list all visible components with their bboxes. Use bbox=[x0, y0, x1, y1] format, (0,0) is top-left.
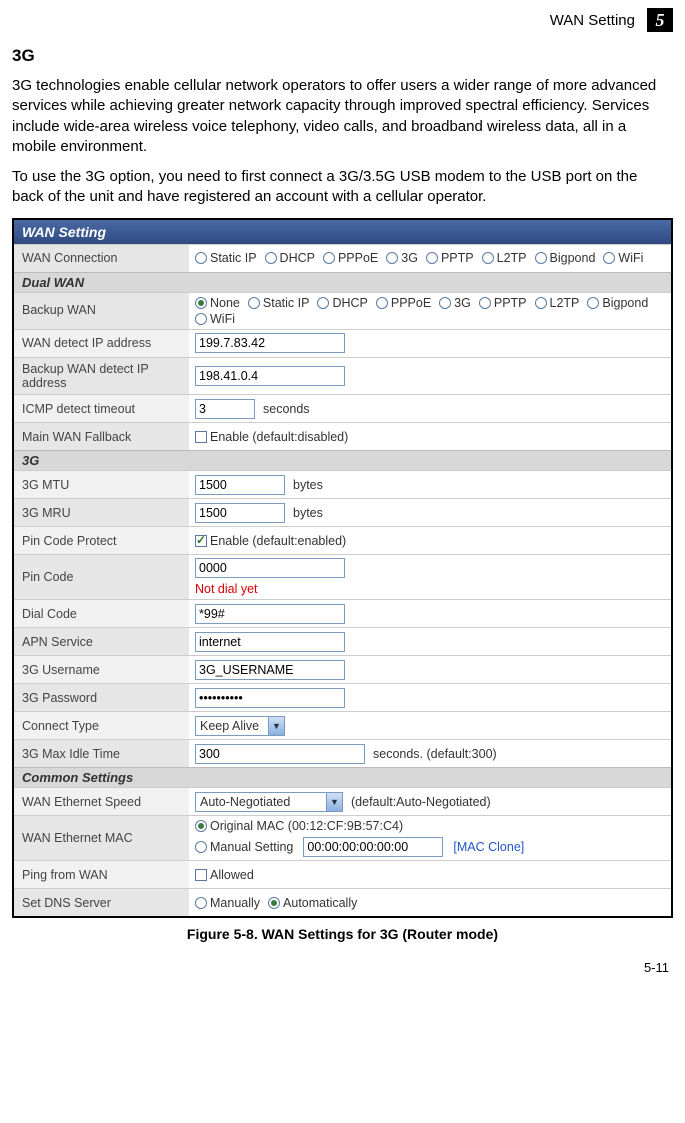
input-3g-max-idle[interactable] bbox=[195, 744, 365, 764]
label-backup-wan: Backup WAN bbox=[14, 293, 189, 329]
input-pin-code[interactable] bbox=[195, 558, 345, 578]
checkbox-main-wan-fallback[interactable]: Enable (default:disabled) bbox=[195, 430, 348, 444]
backup-wan-options: None Static IP DHCP PPPoE 3G PPTP L2TP B… bbox=[189, 293, 671, 329]
page-number: 5-11 bbox=[12, 960, 673, 975]
label-set-dns-server: Set DNS Server bbox=[14, 889, 189, 916]
input-3g-mtu[interactable] bbox=[195, 475, 285, 495]
section-common-settings: Common Settings bbox=[14, 767, 671, 787]
label-wan-eth-speed: WAN Ethernet Speed bbox=[14, 788, 189, 815]
label-backup-wan-detect-ip: Backup WAN detect IP address bbox=[14, 358, 189, 395]
input-icmp-timeout[interactable] bbox=[195, 399, 255, 419]
select-connect-type[interactable]: Keep Alive ▼ bbox=[195, 716, 285, 736]
panel-title: WAN Setting bbox=[14, 220, 671, 244]
radio-pptp[interactable]: PPTP bbox=[426, 251, 474, 265]
radio-backup-none[interactable]: None bbox=[195, 296, 240, 310]
section-dual-wan: Dual WAN bbox=[14, 272, 671, 292]
radio-mac-original[interactable]: Original MAC (00:12:CF:9B:57:C4) bbox=[195, 819, 403, 833]
label-3g-mru: 3G MRU bbox=[14, 499, 189, 526]
radio-pppoe[interactable]: PPPoE bbox=[323, 251, 378, 265]
unit-mru: bytes bbox=[293, 506, 323, 520]
radio-backup-bigpond[interactable]: Bigpond bbox=[587, 296, 648, 310]
section-para-1: 3G technologies enable cellular network … bbox=[12, 76, 673, 157]
note-eth-speed: (default:Auto-Negotiated) bbox=[351, 795, 491, 809]
input-wan-detect-ip[interactable] bbox=[195, 333, 345, 353]
section-para-2: To use the 3G option, you need to first … bbox=[12, 167, 673, 208]
checkbox-pin-code-protect[interactable]: Enable (default:enabled) bbox=[195, 534, 346, 548]
checkbox-ping-from-wan[interactable]: Allowed bbox=[195, 868, 254, 882]
radio-l2tp[interactable]: L2TP bbox=[482, 251, 527, 265]
chevron-down-icon: ▼ bbox=[326, 793, 342, 811]
input-dial-code[interactable] bbox=[195, 604, 345, 624]
link-mac-clone[interactable]: [MAC Clone] bbox=[453, 840, 524, 854]
radio-3g[interactable]: 3G bbox=[386, 251, 418, 265]
radio-dhcp[interactable]: DHCP bbox=[265, 251, 315, 265]
label-main-wan-fallback: Main WAN Fallback bbox=[14, 423, 189, 450]
input-backup-wan-detect-ip[interactable] bbox=[195, 366, 345, 386]
radio-dns-automatically[interactable]: Automatically bbox=[268, 896, 357, 910]
wan-setting-panel: WAN Setting WAN Connection Static IP DHC… bbox=[12, 218, 673, 919]
section-3g: 3G bbox=[14, 450, 671, 470]
radio-backup-pptp[interactable]: PPTP bbox=[479, 296, 527, 310]
wan-connection-options: Static IP DHCP PPPoE 3G PPTP L2TP Bigpon… bbox=[189, 248, 671, 268]
label-wan-connection: WAN Connection bbox=[14, 245, 189, 272]
label-wan-eth-mac: WAN Ethernet MAC bbox=[14, 816, 189, 860]
radio-backup-pppoe[interactable]: PPPoE bbox=[376, 296, 431, 310]
chevron-down-icon: ▼ bbox=[268, 717, 284, 735]
label-apn-service: APN Service bbox=[14, 628, 189, 655]
input-3g-mru[interactable] bbox=[195, 503, 285, 523]
label-3g-username: 3G Username bbox=[14, 656, 189, 683]
unit-icmp-timeout: seconds bbox=[263, 402, 310, 416]
radio-backup-wifi[interactable]: WiFi bbox=[195, 312, 235, 326]
radio-backup-dhcp[interactable]: DHCP bbox=[317, 296, 367, 310]
unit-max-idle: seconds. (default:300) bbox=[373, 747, 497, 761]
label-3g-mtu: 3G MTU bbox=[14, 471, 189, 498]
note-pin-code: Not dial yet bbox=[195, 582, 665, 596]
input-mac-manual[interactable] bbox=[303, 837, 443, 857]
figure-caption: Figure 5-8. WAN Settings for 3G (Router … bbox=[12, 926, 673, 942]
unit-mtu: bytes bbox=[293, 478, 323, 492]
page-header-title: WAN Setting bbox=[550, 12, 635, 29]
select-wan-eth-speed[interactable]: Auto-Negotiated ▼ bbox=[195, 792, 343, 812]
radio-bigpond[interactable]: Bigpond bbox=[535, 251, 596, 265]
input-3g-password[interactable] bbox=[195, 688, 345, 708]
radio-wifi[interactable]: WiFi bbox=[603, 251, 643, 265]
radio-dns-manually[interactable]: Manually bbox=[195, 896, 260, 910]
label-wan-detect-ip: WAN detect IP address bbox=[14, 330, 189, 357]
label-3g-max-idle: 3G Max Idle Time bbox=[14, 740, 189, 767]
label-pin-code: Pin Code bbox=[14, 555, 189, 599]
radio-backup-static-ip[interactable]: Static IP bbox=[248, 296, 310, 310]
label-pin-code-protect: Pin Code Protect bbox=[14, 527, 189, 554]
label-3g-password: 3G Password bbox=[14, 684, 189, 711]
input-3g-username[interactable] bbox=[195, 660, 345, 680]
input-apn-service[interactable] bbox=[195, 632, 345, 652]
radio-backup-l2tp[interactable]: L2TP bbox=[535, 296, 580, 310]
label-ping-from-wan: Ping from WAN bbox=[14, 861, 189, 888]
radio-static-ip[interactable]: Static IP bbox=[195, 251, 257, 265]
label-dial-code: Dial Code bbox=[14, 600, 189, 627]
radio-mac-manual[interactable]: Manual Setting bbox=[195, 840, 293, 854]
chapter-badge: 5 bbox=[647, 8, 673, 32]
label-connect-type: Connect Type bbox=[14, 712, 189, 739]
radio-backup-3g[interactable]: 3G bbox=[439, 296, 471, 310]
section-title: 3G bbox=[12, 46, 673, 66]
label-icmp-timeout: ICMP detect timeout bbox=[14, 395, 189, 422]
